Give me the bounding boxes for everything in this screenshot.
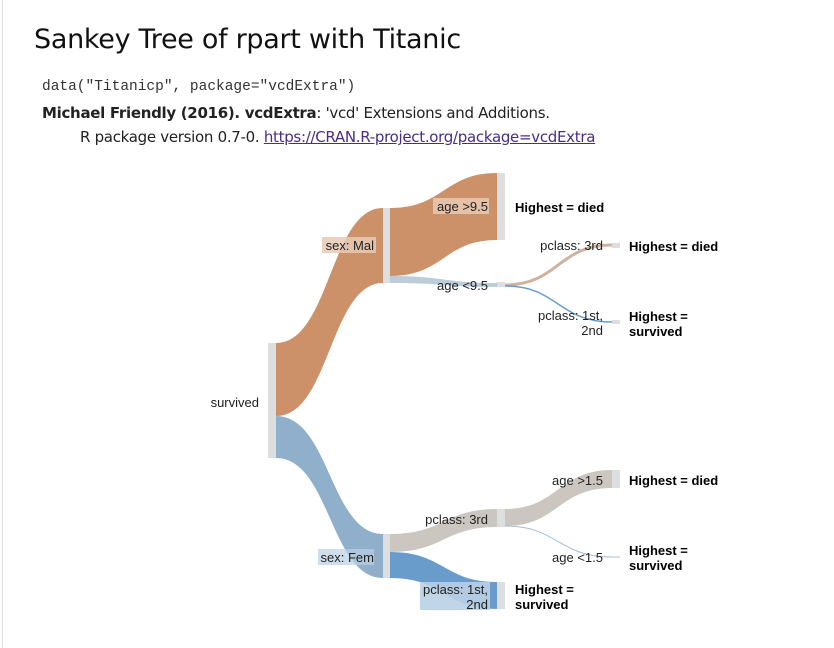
cran-link[interactable]: https://CRAN.R-project.org/package=vcdEx… <box>263 128 596 146</box>
leaf-label-4: Highest = died <box>629 473 718 488</box>
node-bar-female[interactable] <box>383 534 390 578</box>
citation-line1: Michael Friendly (2016). vcdExtra: 'vcd'… <box>42 104 550 122</box>
node-label-root: survived <box>211 395 259 410</box>
link-agelt95-pclass12 <box>504 285 613 323</box>
node-label-m-pclass3: pclass: 3rd <box>540 238 603 253</box>
citation-author: Michael Friendly (2016). vcdExtra <box>42 104 317 122</box>
node-label-m-pclass12-l1: pclass: 1st, <box>538 308 603 323</box>
page-frame-border <box>2 0 3 648</box>
label-bg-agegt95 <box>433 198 489 214</box>
link-female-pclass3 <box>390 509 497 552</box>
link-root-male <box>276 208 383 416</box>
link-root-female <box>276 416 383 578</box>
node-label-f-pclass12-l1: pclass: 1st, <box>423 582 488 597</box>
node-bar-f-pclass3[interactable] <box>497 509 505 527</box>
link-agelt95-pclass3 <box>504 243 613 287</box>
leaf-label-2: Highest = died <box>629 239 718 254</box>
node-label-f-pclass12-l2: 2nd <box>466 597 488 612</box>
label-bg-male <box>322 237 376 253</box>
citation-rest: : 'vcd' Extensions and Additions. <box>316 104 550 122</box>
node-label-agegt95: age >9.5 <box>437 199 488 214</box>
link-male-agegt95 <box>390 173 497 276</box>
leaf-label-6a: Highest = <box>515 582 574 597</box>
node-bar-f-pclass12[interactable] <box>497 582 505 609</box>
page-title: Sankey Tree of rpart with Titanic <box>34 24 461 55</box>
label-bg-female <box>318 549 374 565</box>
leaf-label-5b: survived <box>629 558 683 573</box>
node-label-agelt15: age <1.5 <box>552 550 603 565</box>
citation-version: R package version 0.7-0. <box>80 128 264 146</box>
link-pclass3-agelt15 <box>504 525 613 558</box>
node-label-female: sex: Fem <box>321 550 374 565</box>
leaf-label-5a: Highest = <box>629 543 688 558</box>
node-bar-agelt15[interactable] <box>612 556 620 558</box>
node-label-f-pclass3: pclass: 3rd <box>425 512 488 527</box>
node-bar-agegt15[interactable] <box>612 470 620 488</box>
code-snippet: data("Titanicp", package="vcdExtra") <box>42 79 356 95</box>
node-bar-male[interactable] <box>383 208 390 283</box>
node-bar-root[interactable] <box>268 343 276 458</box>
node-bar-m-pclass12[interactable] <box>612 320 620 324</box>
node-bar-agegt95[interactable] <box>497 173 505 240</box>
node-label-agelt95: age <9.5 <box>437 278 488 293</box>
link-pclass3-agegt15 <box>505 470 612 526</box>
node-bar-agelt95[interactable] <box>497 282 505 287</box>
label-bg-f-pclass12 <box>420 582 490 610</box>
node-label-agegt15: age >1.5 <box>552 473 603 488</box>
node-label-m-pclass12-l2: 2nd <box>581 323 603 338</box>
node-label-male: sex: Mal <box>326 238 375 253</box>
link-male-agelt95 <box>390 276 497 287</box>
node-bar-m-pclass3[interactable] <box>612 243 620 248</box>
leaf-label-6b: survived <box>515 597 569 612</box>
leaf-label-3b: survived <box>629 324 683 339</box>
leaf-label-1: Highest = died <box>515 200 604 215</box>
citation-line2: R package version 0.7-0. https://CRAN.R-… <box>80 128 595 146</box>
leaf-label-3a: Highest = <box>629 309 688 324</box>
